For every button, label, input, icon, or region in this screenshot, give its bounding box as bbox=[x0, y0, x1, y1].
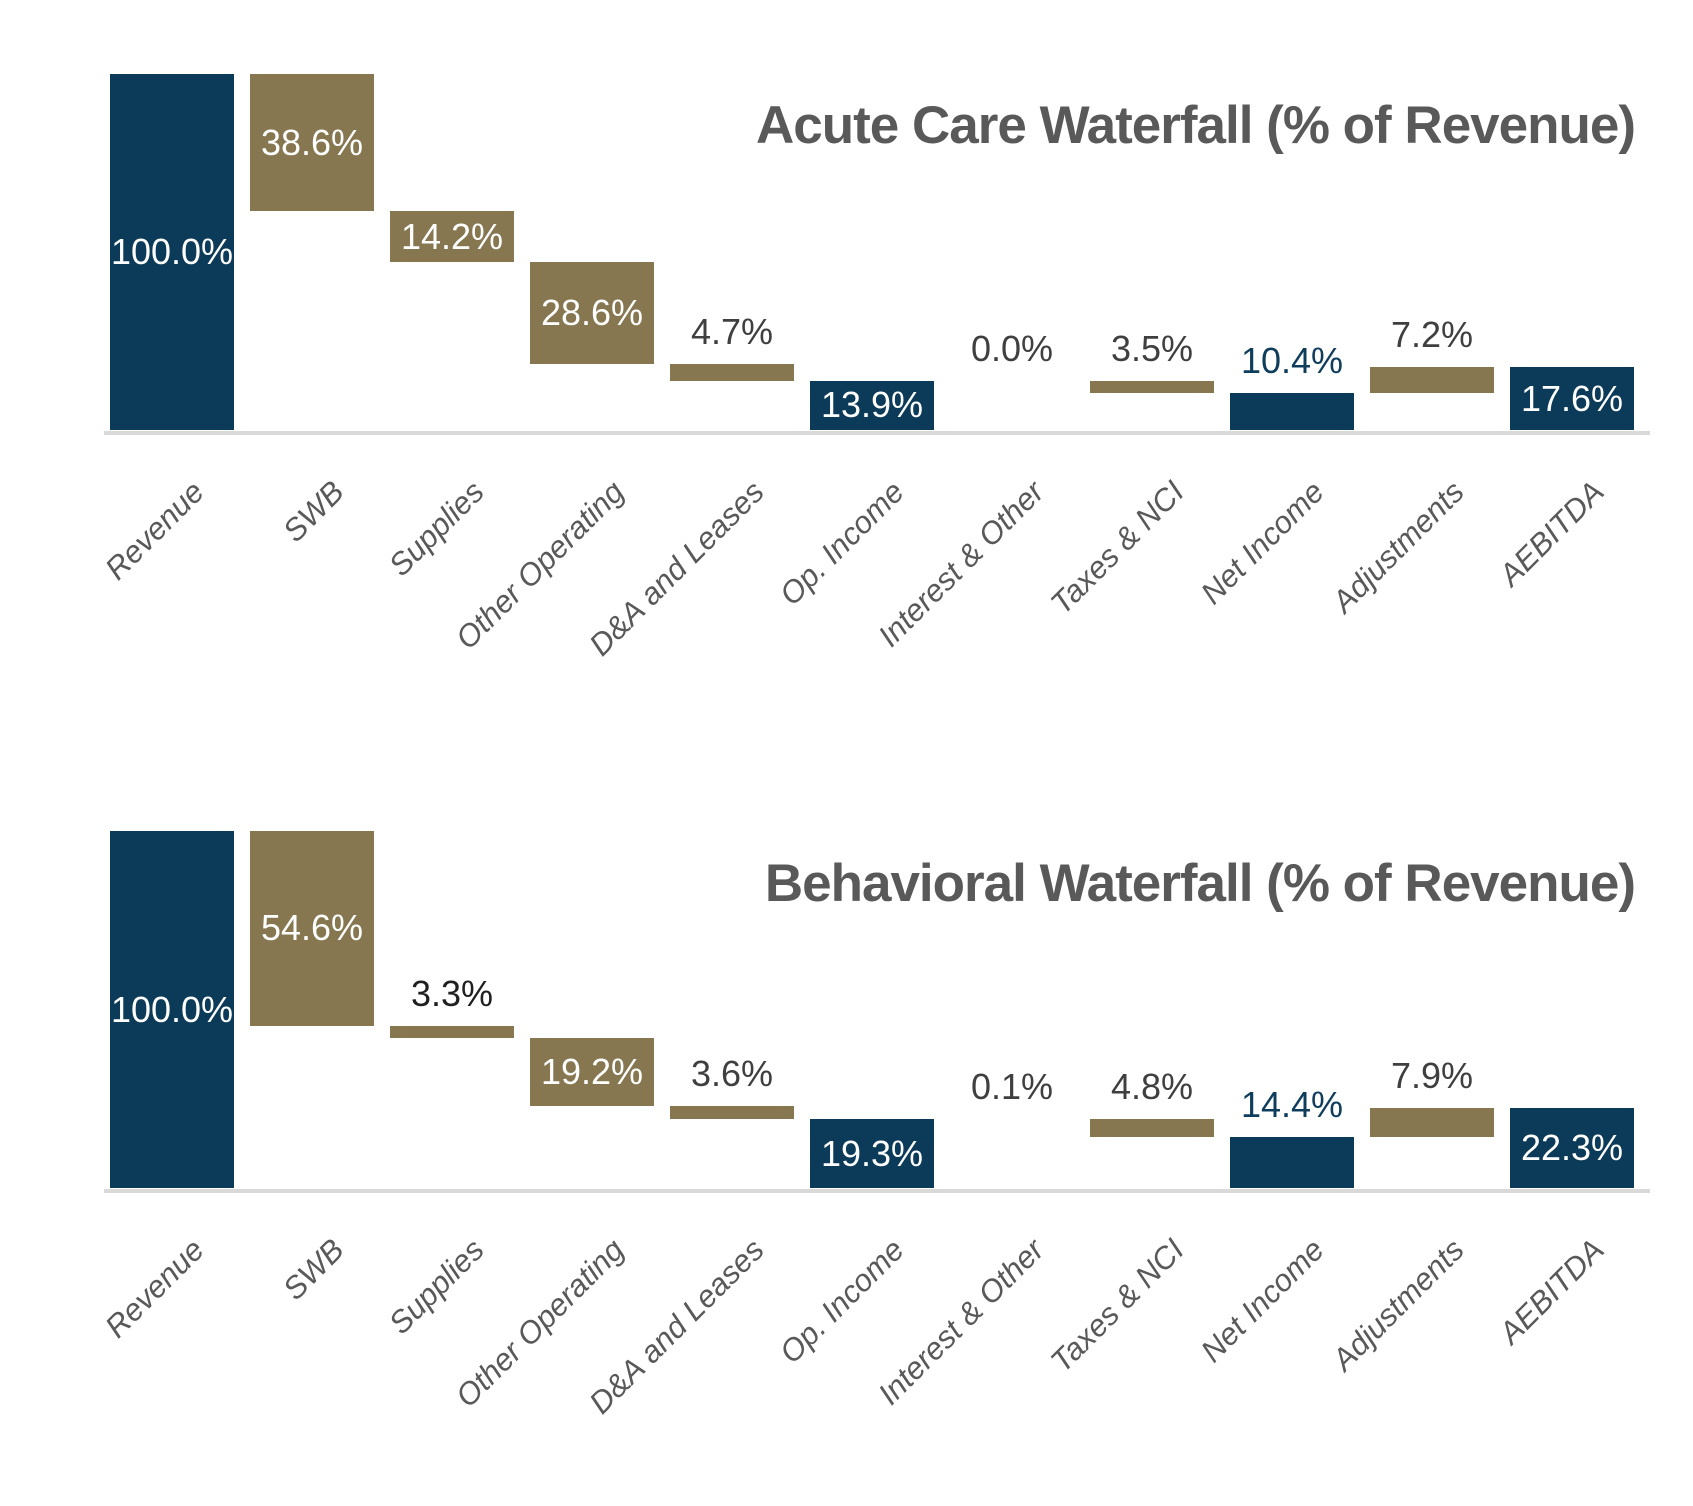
category-label: Taxes & NCI bbox=[1043, 474, 1191, 621]
bar-value-label: 22.3% bbox=[1520, 1127, 1624, 1169]
waterfall-bar-decrease bbox=[1090, 380, 1214, 393]
category-label: Supplies bbox=[381, 1232, 491, 1341]
bar-value-label: 54.6% bbox=[260, 907, 364, 949]
bar-value-label: 13.9% bbox=[820, 384, 924, 426]
category-label: Net Income bbox=[1193, 474, 1331, 611]
chart-title: Behavioral Waterfall (% of Revenue) bbox=[764, 853, 1636, 913]
waterfall-bar-decrease bbox=[390, 1025, 514, 1038]
waterfall-bar-total bbox=[110, 831, 234, 1188]
bar-value-label: 14.4% bbox=[1240, 1083, 1344, 1125]
bar-value-label: 28.6% bbox=[540, 291, 644, 333]
waterfall-bar-decrease bbox=[1090, 1119, 1214, 1137]
waterfall-bar-decrease bbox=[670, 1106, 794, 1120]
bar-value-label: 14.2% bbox=[400, 215, 504, 257]
waterfall-bar-total bbox=[110, 74, 234, 430]
bar-value-label: 19.3% bbox=[820, 1132, 924, 1174]
waterfall-bar-increase bbox=[1370, 367, 1494, 393]
category-label: Net Income bbox=[1193, 1232, 1331, 1369]
category-label: SWB bbox=[276, 1232, 351, 1307]
bar-value-label: 3.6% bbox=[690, 1053, 774, 1095]
waterfall-bar-total bbox=[810, 380, 934, 430]
bar-value-label: 100.0% bbox=[110, 231, 234, 272]
category-label: SWB bbox=[276, 474, 351, 549]
category-label: Adjustments bbox=[1325, 1232, 1471, 1378]
waterfall-bar-decrease bbox=[250, 74, 374, 212]
waterfall-bar-total bbox=[1230, 1136, 1354, 1188]
bar-value-label: 10.4% bbox=[1240, 339, 1344, 381]
category-label: Revenue bbox=[98, 474, 211, 587]
waterfall-bar-decrease bbox=[670, 363, 794, 381]
bar-value-label: 100.0% bbox=[110, 988, 234, 1030]
bar-value-label: 0.1% bbox=[970, 1066, 1054, 1108]
waterfall-bar-total bbox=[810, 1119, 934, 1188]
category-label: Adjustments bbox=[1325, 474, 1471, 620]
category-label: Other Operating bbox=[448, 474, 631, 656]
waterfall-bar-decrease bbox=[530, 261, 654, 364]
x-axis-line bbox=[104, 1189, 1650, 1193]
waterfall-bar-total bbox=[1510, 367, 1634, 430]
category-label: Taxes & NCI bbox=[1043, 1232, 1191, 1379]
bar-value-label: 3.3% bbox=[410, 972, 494, 1014]
waterfall-bar-increase bbox=[1370, 1108, 1494, 1137]
bar-value-label: 38.6% bbox=[260, 121, 364, 163]
chart-title: Acute Care Waterfall (% of Revenue) bbox=[756, 95, 1636, 155]
bar-value-label: 17.6% bbox=[1520, 377, 1624, 419]
category-label: AEBITDA bbox=[1492, 474, 1611, 593]
category-label: AEBITDA bbox=[1492, 1232, 1611, 1351]
category-label: D&A and Leases bbox=[582, 1232, 771, 1421]
category-label: Op. Income bbox=[772, 1232, 911, 1371]
waterfall-bar-total bbox=[1510, 1108, 1634, 1188]
bar-value-label: 7.2% bbox=[1390, 314, 1474, 356]
bar-value-label: 0.0% bbox=[970, 327, 1054, 369]
bar-value-label: 19.2% bbox=[540, 1050, 644, 1092]
waterfall-bar-total bbox=[1230, 392, 1354, 430]
bar-value-label: 3.5% bbox=[1110, 327, 1194, 369]
category-label: D&A and Leases bbox=[582, 474, 771, 663]
waterfall-bar-decrease bbox=[390, 211, 514, 262]
category-label: Other Operating bbox=[448, 1232, 631, 1414]
category-label: Interest & Other bbox=[871, 1232, 1051, 1412]
bar-value-label: 4.8% bbox=[1110, 1066, 1194, 1108]
bar-value-label: 4.7% bbox=[690, 310, 774, 352]
category-label: Supplies bbox=[381, 474, 491, 583]
category-label: Interest & Other bbox=[871, 474, 1051, 654]
waterfall-bar-decrease bbox=[250, 831, 374, 1026]
category-label: Op. Income bbox=[772, 474, 911, 613]
bar-value-label: 7.9% bbox=[1390, 1055, 1474, 1097]
x-axis-line bbox=[104, 431, 1650, 435]
category-label: Revenue bbox=[98, 1232, 211, 1345]
waterfall-bar-decrease bbox=[530, 1037, 654, 1107]
